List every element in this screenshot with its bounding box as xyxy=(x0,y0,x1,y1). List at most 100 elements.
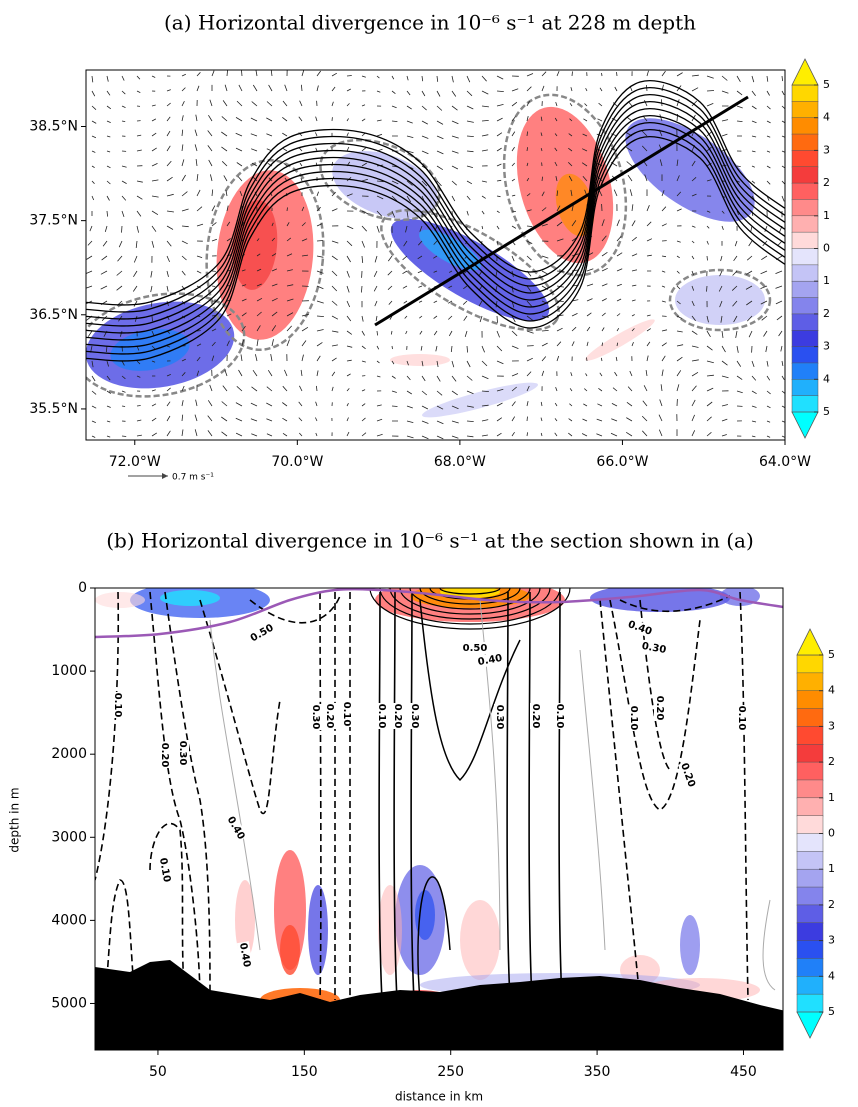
contour-label-bg xyxy=(224,813,248,843)
reference-vector-label: 0.7 m s⁻¹ xyxy=(172,473,214,483)
contour-label: 0.20 xyxy=(654,696,665,721)
contour-label: 0.20 xyxy=(392,704,403,729)
contour-label: 0.10 xyxy=(554,704,565,729)
divergence-patch xyxy=(308,885,328,975)
negative-contour xyxy=(95,591,120,881)
divergence-patch xyxy=(680,915,700,975)
contour-label: 0.30 xyxy=(641,641,667,656)
colorbar-tick-label: 4 xyxy=(828,684,835,697)
positive-contour xyxy=(417,876,451,1001)
y-tick-label: 2000 xyxy=(51,746,87,762)
colorbar-band xyxy=(791,117,819,135)
contour-label-bg xyxy=(376,703,388,729)
bathymetry xyxy=(95,960,783,1050)
contour-label-bg xyxy=(156,856,174,884)
colorbar-band xyxy=(796,779,824,799)
divergence-patch xyxy=(590,588,730,612)
contour-label-bg xyxy=(409,703,421,729)
contour-label: 0.40 xyxy=(225,815,247,842)
x-axis-label: distance in km xyxy=(395,1090,483,1104)
sea-level-contour xyxy=(86,80,785,306)
positive-contour xyxy=(439,588,501,595)
contour-label-bg xyxy=(530,703,542,729)
divergence-patch xyxy=(390,354,450,366)
contour-label: 0.10 xyxy=(736,706,747,731)
colorbar-band xyxy=(796,833,824,853)
colorbar-band xyxy=(791,231,819,250)
colorbar-extend-top xyxy=(791,58,819,86)
divergence-patch xyxy=(460,900,500,980)
x-tick-label: 70.0°W xyxy=(271,454,323,470)
positive-contour xyxy=(399,588,541,615)
sea-level-contour xyxy=(86,87,785,313)
colorbar-band xyxy=(796,940,824,960)
colorbar-tick-label: 1 xyxy=(823,209,830,222)
plot-frame xyxy=(85,69,786,441)
y-tick-label: 1000 xyxy=(51,663,87,679)
zero-contour xyxy=(668,268,772,332)
colorbar-band xyxy=(796,672,824,692)
contour-label-bg xyxy=(654,695,666,721)
y-axis-label: depth in m xyxy=(8,787,22,852)
negative-contour xyxy=(609,599,701,811)
negative-contour xyxy=(599,599,641,1001)
colorbar-band xyxy=(791,379,819,397)
colorbar-band xyxy=(796,922,824,942)
panel-a-title: (a) Horizontal divergence in 10⁻⁶ s⁻¹ at… xyxy=(164,11,696,35)
negative-contour xyxy=(149,591,201,1001)
colorbar-tick-label: 5 xyxy=(828,648,835,661)
contour-label-bg xyxy=(177,740,189,766)
negative-contour xyxy=(739,591,749,1001)
contour-label-bg xyxy=(640,639,668,657)
colorbar-band xyxy=(791,330,819,348)
contour-label: 0.20 xyxy=(678,762,697,789)
zero-contour xyxy=(380,208,560,332)
contour-label: 0.40 xyxy=(626,619,653,638)
contour-label-bg xyxy=(112,692,124,718)
x-tick-label: 450 xyxy=(730,1064,757,1080)
reference-vector-head xyxy=(162,473,168,479)
colorbar-tick-label: 0 xyxy=(828,827,835,840)
sea-level-contour xyxy=(86,136,785,362)
contour-label: 0.30 xyxy=(177,741,188,766)
axes: 72.0°W 70.0°W 68.0°W 66.0°W 64.0°W 35.5°N 36.5… xyxy=(8,58,835,1104)
colorbar-tick-label: 4 xyxy=(828,969,835,982)
x-tick-label: 64.0°W xyxy=(759,454,811,470)
contour-label-bg xyxy=(324,703,336,729)
colorbar-band xyxy=(791,133,819,152)
negative-contour xyxy=(164,591,211,1001)
colorbar-band xyxy=(796,886,824,906)
y-tick-label: 5000 xyxy=(51,995,87,1011)
contour-label: 0.30 xyxy=(310,705,321,730)
positive-contour xyxy=(409,588,531,610)
colorbar-band xyxy=(796,708,824,728)
divergence-patch xyxy=(160,590,220,606)
zero-contour xyxy=(209,619,261,951)
contour-label-bg xyxy=(341,701,353,727)
colorbar-tick-label: 3 xyxy=(823,143,830,156)
x-tick-label: 250 xyxy=(437,1064,464,1080)
y-tick-label: 37.5°N xyxy=(29,213,78,229)
colorbar-band xyxy=(796,958,824,978)
colorbar-tick-label: 2 xyxy=(828,755,835,768)
y-tick-label: 3000 xyxy=(51,829,87,845)
positive-contour xyxy=(419,599,521,782)
positive-contour xyxy=(379,588,561,625)
contour-label-bg xyxy=(677,760,699,790)
panel-b-field: 0.10 0.20 0.30 0.40 0.30 0.20 0.10 0.10 0.20 0.30… xyxy=(95,588,783,1050)
x-tick-label: 50 xyxy=(149,1064,167,1080)
contour-label-bg xyxy=(236,941,254,969)
x-tick-label: 150 xyxy=(291,1064,318,1080)
positive-contour xyxy=(389,588,551,620)
colorbar-band xyxy=(796,904,824,924)
colorbar-band xyxy=(791,182,819,201)
contour-label-bg xyxy=(247,621,277,645)
colorbar-band xyxy=(791,297,819,315)
section-line xyxy=(374,95,749,327)
contour-label-bg xyxy=(392,703,404,729)
contour-label: 0.10 xyxy=(112,693,123,718)
colorbar-tick-label: 2 xyxy=(823,307,830,320)
sea-level-contour xyxy=(86,94,785,320)
colorbar-tick-label: 3 xyxy=(828,719,835,732)
